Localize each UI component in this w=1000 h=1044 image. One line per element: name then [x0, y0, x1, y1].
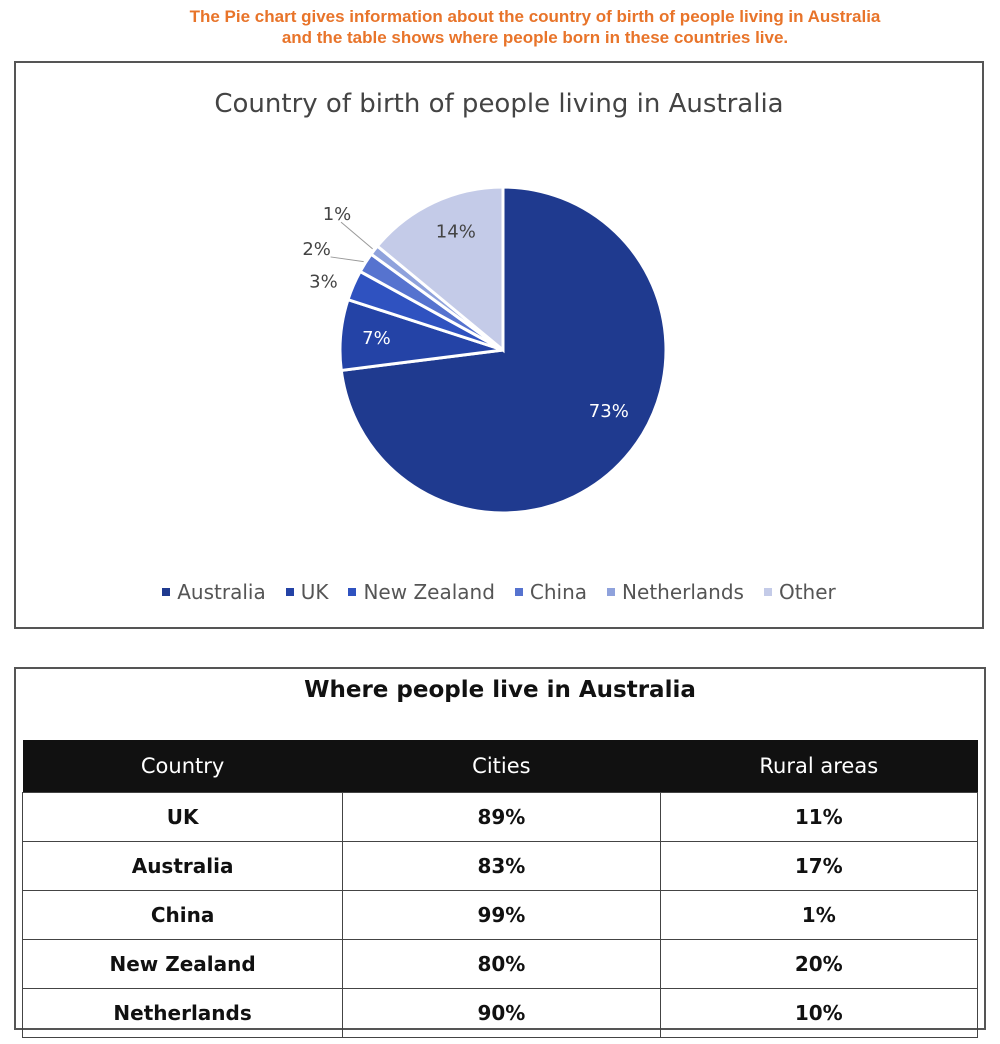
legend-item: Netherlands	[607, 580, 744, 604]
leader-line	[330, 256, 364, 263]
table-row: Netherlands 90% 10%	[21, 988, 979, 1038]
table-cell: New Zealand	[21, 939, 344, 989]
legend-swatch	[348, 587, 357, 596]
legend-label: Australia	[177, 580, 266, 604]
table-row: New Zealand 80% 20%	[21, 939, 979, 989]
table-cell: UK	[21, 792, 344, 842]
legend-swatch	[285, 587, 294, 596]
legend-label: China	[529, 580, 588, 604]
chart-legend: Australia UK New Zealand China Netherlands Ot…	[16, 580, 982, 604]
pie-label-netherlands: 1%	[323, 204, 352, 225]
legend-label: UK	[300, 580, 329, 604]
legend-label: Other	[778, 580, 836, 604]
table-cell: 20%	[659, 939, 979, 989]
pie-slice-other	[375, 185, 505, 354]
table-cell: 17%	[659, 841, 979, 891]
pie-label-other: 14%	[436, 222, 476, 243]
pie-label-uk: 7%	[362, 328, 391, 349]
legend-label: New Zealand	[363, 580, 495, 604]
legend-item: UK	[285, 580, 329, 604]
table-cell: 89%	[342, 792, 661, 842]
table-cell: 99%	[342, 890, 661, 940]
pie-label-australia: 73%	[589, 401, 629, 422]
table-panel: Where people live in Australia Country C…	[14, 667, 986, 1038]
table-row: China 99% 1%	[21, 890, 979, 940]
table-cell: Netherlands	[21, 988, 344, 1038]
leader-line	[340, 221, 373, 250]
table-cell: 1%	[659, 890, 979, 940]
legend-swatch	[763, 587, 772, 596]
legend-item: China	[514, 580, 588, 604]
table-cell: 90%	[342, 988, 661, 1038]
chart-title: Country of birth of people living in Aus…	[214, 89, 784, 119]
table-cell: China	[21, 890, 344, 940]
table-cell: Australia	[21, 841, 344, 891]
pie-chart-panel: Country of birth of people living in Aus…	[14, 61, 984, 629]
legend-swatch	[607, 587, 616, 596]
pie-chart: 73% 7% 3% 2% 1% 14%	[302, 185, 668, 515]
legend-item: Australia	[162, 580, 266, 604]
table-cell: 11%	[659, 792, 979, 842]
legend-swatch	[514, 587, 523, 596]
column-header: Country	[22, 740, 343, 793]
table-row: Australia 83% 17%	[21, 841, 979, 891]
legend-label: Netherlands	[622, 580, 744, 604]
legend-item: Other	[763, 580, 836, 604]
caption-line-1: The Pie chart gives information about th…	[189, 7, 881, 26]
caption-line-2: and the table shows where people born in…	[281, 28, 789, 47]
legend-swatch	[162, 587, 171, 596]
column-header: Cities	[342, 740, 661, 793]
table-title: Where people live in Australia	[304, 677, 696, 703]
legend-item: New Zealand	[348, 580, 495, 604]
table-cell: 80%	[342, 939, 661, 989]
pie-label-new-zealand: 3%	[309, 271, 338, 292]
column-header: Rural areas	[660, 740, 978, 793]
table-cell: 10%	[659, 988, 979, 1038]
data-table: Country Cities Rural areas UK 89% 11% Au…	[21, 740, 979, 1038]
table-cell: 83%	[342, 841, 661, 891]
pie-label-china: 2%	[302, 239, 331, 260]
table-row: UK 89% 11%	[21, 792, 979, 842]
caption: The Pie chart gives information about th…	[0, 6, 1000, 48]
table-header-row: Country Cities Rural areas	[22, 740, 978, 793]
